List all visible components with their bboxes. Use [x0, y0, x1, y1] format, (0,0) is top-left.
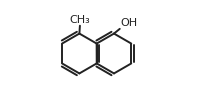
Text: OH: OH — [120, 18, 137, 28]
Text: CH₃: CH₃ — [69, 15, 90, 25]
